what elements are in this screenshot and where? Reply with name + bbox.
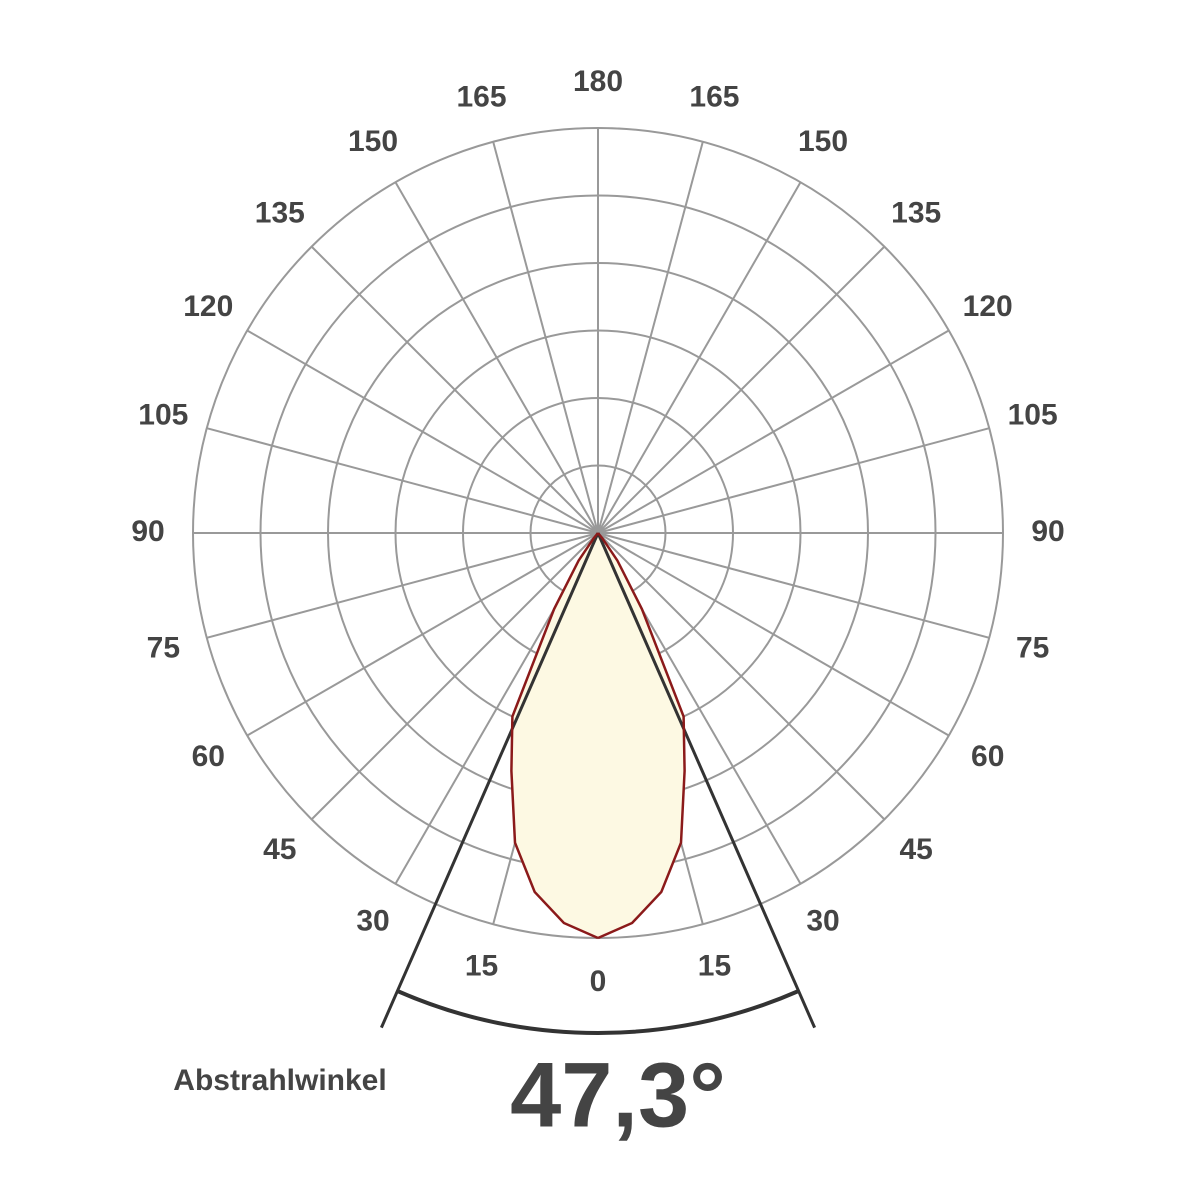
angle-label: 165 <box>457 80 507 113</box>
angle-label: 120 <box>183 290 233 323</box>
curve-line <box>510 532 599 940</box>
grid-spoke <box>310 532 599 821</box>
angle-label: 150 <box>348 125 398 158</box>
beam-line <box>596 532 816 1029</box>
grid-spoke <box>492 141 599 534</box>
beam-angle-label: 47,3° <box>510 1044 726 1146</box>
angle-label: 60 <box>971 740 1004 773</box>
curve-fill <box>511 533 598 938</box>
angle-label: 60 <box>192 740 225 773</box>
grid-spoke <box>206 427 599 534</box>
angle-label: 105 <box>138 398 188 431</box>
angle-label: 15 <box>465 950 498 983</box>
angle-label: 105 <box>1008 398 1058 431</box>
angle-label: 30 <box>806 905 839 938</box>
grid-spoke <box>597 329 950 534</box>
grid-spoke <box>206 532 599 639</box>
angle-label: 150 <box>798 125 848 158</box>
curve-line <box>597 532 686 940</box>
grid-spoke <box>597 245 886 534</box>
beam-line <box>380 532 600 1029</box>
angle-label: 45 <box>263 833 296 866</box>
angle-label: 90 <box>1031 515 1064 548</box>
grid-spoke <box>310 245 599 534</box>
angle-label: 90 <box>131 515 164 548</box>
angle-label: 45 <box>900 833 933 866</box>
grid-spoke <box>597 427 990 534</box>
grid-spoke <box>597 181 802 534</box>
grid-spoke <box>394 181 599 534</box>
beam-label: Abstrahlwinkel <box>173 1064 386 1097</box>
angle-label: 30 <box>356 905 389 938</box>
angle-label: 180 <box>573 65 623 98</box>
angle-label: 15 <box>698 950 731 983</box>
grid-spoke <box>597 532 990 639</box>
angle-label: 120 <box>963 290 1013 323</box>
angle-label: 135 <box>255 197 305 230</box>
grid-spoke <box>597 532 886 821</box>
grid-spoke <box>246 329 599 534</box>
angle-label: 75 <box>147 631 180 664</box>
grid-spoke <box>597 532 950 737</box>
angle-label: 75 <box>1016 631 1049 664</box>
angle-label: 135 <box>891 197 941 230</box>
angle-label: 0 <box>590 965 607 998</box>
grid-spoke <box>597 141 704 534</box>
grid-spoke <box>246 532 599 737</box>
beam-arc <box>396 989 800 1035</box>
curve-fill <box>598 533 685 938</box>
angle-label: 165 <box>689 80 739 113</box>
